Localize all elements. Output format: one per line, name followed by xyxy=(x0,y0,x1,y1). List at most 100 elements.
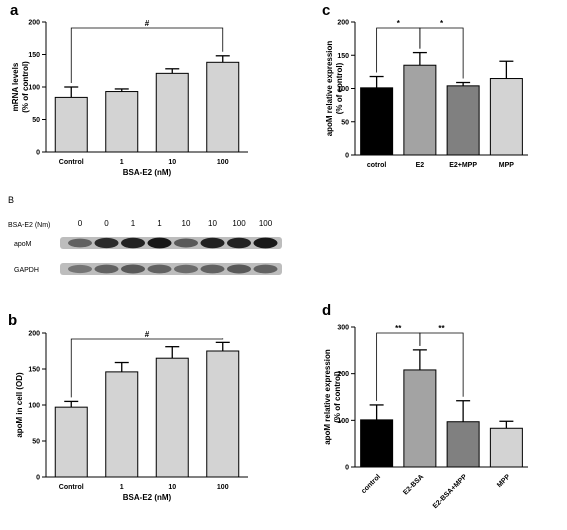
x-tick-label: 100 xyxy=(217,159,229,166)
blot-band xyxy=(68,238,92,248)
blot-band xyxy=(200,237,225,249)
chart-c: 0 50 100 150 200 cotrol E2 E2+MPP MPP apoM relati… xyxy=(325,19,528,169)
y-axis-label: (% of control) xyxy=(21,61,30,113)
y-axis-label: apoM relative expression xyxy=(323,349,332,445)
blot-lane-label: 10 xyxy=(182,219,191,228)
bar-4 xyxy=(206,350,240,478)
y-tick-label: 50 xyxy=(341,119,349,126)
blot-band xyxy=(227,237,251,249)
x-tick-label: 100 xyxy=(217,484,229,491)
y-tick-label: 50 xyxy=(32,439,40,446)
y-tick-label: 200 xyxy=(337,20,349,27)
chart-a: 0 50 100 150 200 Control 1 10 100 BSA-E2 (nM) mRNA… xyxy=(11,19,248,177)
x-tick-label: 1 xyxy=(120,484,124,491)
blot-lane-label: 100 xyxy=(232,219,246,228)
bar-3 xyxy=(446,421,480,468)
x-tick-label: E2-BSA+MPP xyxy=(432,473,469,510)
significance-mark: * xyxy=(440,19,444,28)
y-tick-label: 100 xyxy=(337,418,349,425)
x-tick-label: MPP xyxy=(496,473,512,489)
bar-3 xyxy=(155,72,189,153)
panel-letter-blot: B xyxy=(8,195,14,205)
y-tick-label: 100 xyxy=(28,85,40,92)
y-tick-label: 300 xyxy=(337,325,349,332)
significance-mark: # xyxy=(145,19,150,28)
significance-mark: ** xyxy=(438,324,445,333)
blot-row-label: apoM xyxy=(14,241,32,248)
y-tick-label: 200 xyxy=(337,371,349,378)
bar-1 xyxy=(360,419,394,468)
blot-lane-label: 100 xyxy=(259,219,273,228)
y-axis-label: (% of control) xyxy=(333,371,342,423)
significance-mark: * xyxy=(397,19,401,28)
blot-band xyxy=(121,264,145,274)
bar-2 xyxy=(403,64,437,156)
y-tick-label: 0 xyxy=(345,153,349,160)
y-tick-label: 200 xyxy=(28,20,40,27)
y-tick-label: 150 xyxy=(337,53,349,60)
x-tick-label: control xyxy=(360,473,382,495)
panel-letter-a: a xyxy=(10,2,19,19)
x-tick-label: 10 xyxy=(168,159,176,166)
blot-lane-label: 1 xyxy=(157,219,162,228)
x-tick-label: 1 xyxy=(120,159,124,166)
blot-lane-label: 1 xyxy=(131,219,136,228)
bar-4 xyxy=(489,427,523,468)
blot-band xyxy=(121,237,145,249)
x-tick-label: 10 xyxy=(168,484,176,491)
x-tick-label: E2+MPP xyxy=(449,162,477,169)
bar-3 xyxy=(446,85,480,156)
panel-letter-c: c xyxy=(322,2,330,19)
blot-band xyxy=(174,264,198,274)
blot-band xyxy=(94,264,119,274)
blot-row-label: GAPDH xyxy=(14,267,39,274)
y-tick-label: 200 xyxy=(28,331,40,338)
blot-band xyxy=(94,237,119,249)
bar-3 xyxy=(155,357,189,478)
significance-bracket xyxy=(419,332,464,397)
bar-2 xyxy=(105,371,139,478)
y-tick-label: 0 xyxy=(36,475,40,482)
y-tick-label: 0 xyxy=(345,465,349,472)
y-tick-label: 150 xyxy=(28,367,40,374)
significance-mark: ** xyxy=(395,324,402,333)
blot-lane-label: 0 xyxy=(104,219,109,228)
blot-band xyxy=(147,264,172,274)
blot-band xyxy=(68,264,92,274)
panel-letter-b: b xyxy=(8,312,17,329)
blot-band xyxy=(227,264,251,274)
chart-b: 0 50 100 150 200 Control 1 10 100 BSA-E2 (nM) apoM… xyxy=(15,330,248,502)
bar-2 xyxy=(105,91,139,153)
x-axis-label: BSA-E2 (nM) xyxy=(123,493,172,502)
blot-band xyxy=(200,264,225,274)
y-tick-label: 100 xyxy=(337,86,349,93)
x-axis-label: BSA-E2 (nM) xyxy=(123,168,172,177)
y-tick-label: 50 xyxy=(32,117,40,124)
blot-band xyxy=(253,237,278,249)
bar-1 xyxy=(54,406,88,478)
bar-1 xyxy=(360,87,394,156)
y-tick-label: 100 xyxy=(28,403,40,410)
chart-d: 0 100 200 300 control E2-BSA E2-BSA+MPP MPP apoM… xyxy=(323,324,528,510)
significance-bracket xyxy=(70,338,224,398)
western-blot: BSA-E2 (Nm) 0 0 1 1 10 10 100 100 apoM GAPDH xyxy=(8,219,282,275)
y-axis-label: mRNA levels xyxy=(11,62,20,111)
blot-band xyxy=(147,237,172,249)
x-tick-label: E2 xyxy=(416,162,425,169)
blot-band xyxy=(174,238,198,248)
blot-lane-label: 0 xyxy=(78,219,83,228)
bar-1 xyxy=(54,96,88,153)
blot-header-label: BSA-E2 (Nm) xyxy=(8,222,50,229)
blot-band xyxy=(253,264,278,274)
y-tick-label: 0 xyxy=(36,150,40,157)
significance-bracket xyxy=(419,27,464,79)
blot-lane-label: 10 xyxy=(208,219,217,228)
bar-4 xyxy=(206,61,240,153)
bar-2 xyxy=(403,369,437,468)
y-axis-label: apoM in cell (OD) xyxy=(15,372,24,438)
x-tick-label: cotrol xyxy=(367,162,387,169)
x-tick-label: E2-BSA xyxy=(402,473,425,496)
significance-bracket xyxy=(70,27,224,83)
y-axis-label: apoM relative expression xyxy=(325,41,334,137)
